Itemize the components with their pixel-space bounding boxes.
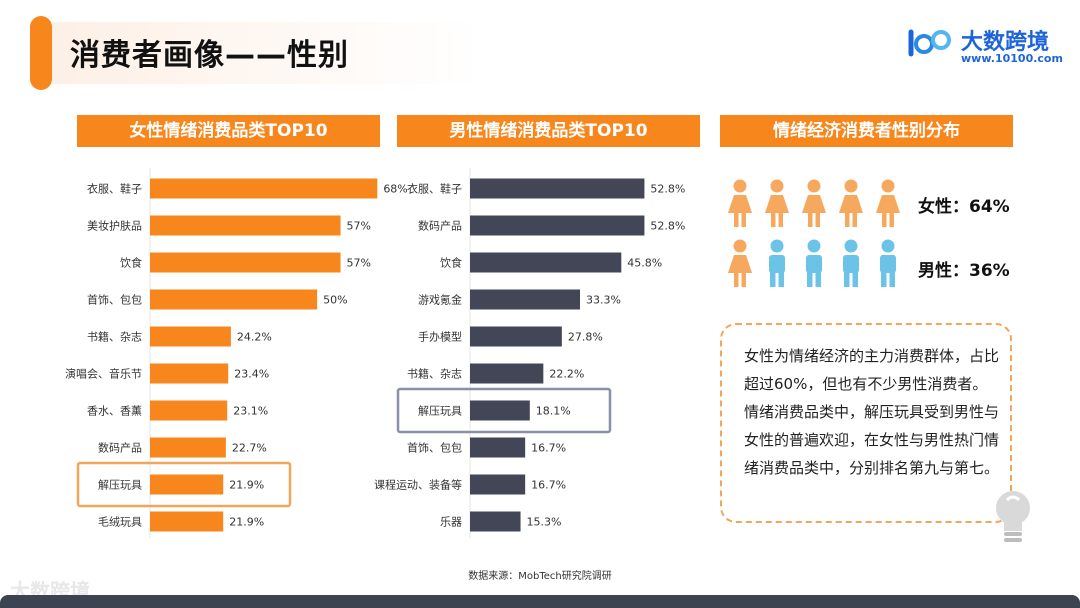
male-bar <box>470 252 622 273</box>
female-value-label: 23.1% <box>233 405 268 418</box>
male-person-icon <box>880 239 896 287</box>
male-person-icon <box>806 239 822 287</box>
footer-band <box>0 595 1080 608</box>
female-bar <box>150 178 378 199</box>
female-value-label: 57% <box>347 220 371 233</box>
male-chart-title: 男性情绪消费品类TOP10 <box>397 115 700 147</box>
male-bar <box>470 400 530 421</box>
male-value-label: 45.8% <box>627 257 662 270</box>
gender-chart-title: 情绪经济消费者性别分布 <box>720 115 1013 147</box>
female-value-label: 50% <box>323 294 347 307</box>
female-bar <box>150 400 228 421</box>
male-bar <box>470 363 544 384</box>
female-person-icon <box>876 179 900 227</box>
female-bar-chart: 衣服、鞋子 68% 美妆护肤品 57% 饮食 57% 首饰、包包 50% 书籍、杂志 24.2% 演… <box>65 168 408 538</box>
brand-url: www.10100.com <box>961 52 1063 65</box>
male-value-label: 15.3% <box>527 516 562 529</box>
female-bar <box>150 215 341 236</box>
title-band <box>52 22 482 84</box>
female-value-label: 57% <box>347 257 371 270</box>
female-category-label: 衣服、鞋子 <box>87 182 142 196</box>
female-bar <box>150 363 229 384</box>
male-value-label: 16.7% <box>531 442 566 455</box>
female-category-label: 首饰、包包 <box>87 293 142 307</box>
female-bar <box>150 289 318 310</box>
female-bar <box>150 437 226 458</box>
female-category-label: 饮食 <box>120 256 142 270</box>
female-share-label: 女性：64% <box>918 197 1010 217</box>
male-bar <box>470 215 645 236</box>
female-category-label: 毛绒玩具 <box>98 516 142 529</box>
male-bar <box>470 474 526 495</box>
female-person-icon <box>802 179 826 227</box>
male-category-label: 数码产品 <box>418 219 462 233</box>
female-person-icon <box>728 239 752 287</box>
male-bar <box>470 326 562 347</box>
male-person-icon <box>769 239 785 287</box>
male-value-label: 33.3% <box>586 294 621 307</box>
male-value-label: 27.8% <box>568 331 603 344</box>
male-bar <box>470 289 581 310</box>
male-category-label: 游戏氪金 <box>418 293 462 307</box>
insight-note: 女性为情绪经济的主力消费群体，占比超过60%，但也有不少男性消费者。情绪消费品类… <box>720 323 1012 523</box>
male-share-label: 男性：36% <box>918 261 1010 281</box>
female-category-label: 香水、香薰 <box>87 404 142 418</box>
page-title: 消费者画像——性别 <box>70 38 349 73</box>
male-category-label: 手办模型 <box>418 330 462 344</box>
female-value-label: 21.9% <box>229 479 264 492</box>
female-value-label: 68% <box>383 183 407 196</box>
male-category-label: 书籍、杂志 <box>407 367 462 381</box>
female-value-label: 21.9% <box>229 516 264 529</box>
male-category-label: 饮食 <box>440 256 462 270</box>
female-category-label: 数码产品 <box>98 441 142 455</box>
brand-logo: 大数跨境 www.10100.com <box>905 22 1065 66</box>
male-bar-chart: 衣服、鞋子 52.8% 数码产品 52.8% 饮食 45.8% 游戏氪金 33.3% 手办模型 2… <box>374 168 685 538</box>
male-value-label: 18.1% <box>536 405 571 418</box>
brand-mark-icon <box>908 29 951 57</box>
female-value-label: 24.2% <box>237 331 272 344</box>
female-person-icon <box>765 179 789 227</box>
female-category-label: 美妆护肤品 <box>87 219 142 233</box>
gender-people-grid <box>728 179 900 287</box>
male-value-label: 22.2% <box>549 368 584 381</box>
male-value-label: 52.8% <box>650 220 685 233</box>
male-value-label: 52.8% <box>650 183 685 196</box>
female-category-label: 解压玩具 <box>98 478 142 492</box>
male-value-label: 16.7% <box>531 479 566 492</box>
female-value-label: 23.4% <box>234 368 269 381</box>
brand-name: 大数跨境 <box>961 30 1050 55</box>
male-bar <box>470 437 526 458</box>
male-category-label: 课程运动、装备等 <box>374 478 462 492</box>
data-source: 数据来源：MobTech研究院调研 <box>468 571 612 582</box>
male-category-label: 乐器 <box>440 516 462 529</box>
female-chart-title: 女性情绪消费品类TOP10 <box>77 115 380 147</box>
female-bar <box>150 511 224 532</box>
male-category-label: 解压玩具 <box>418 404 462 418</box>
female-person-icon <box>728 179 752 227</box>
female-bar <box>150 326 231 347</box>
male-category-label: 衣服、鞋子 <box>407 182 462 196</box>
male-highlight-box <box>396 387 612 434</box>
lightbulb-icon <box>996 491 1030 542</box>
female-highlight-box <box>76 461 292 508</box>
female-bar <box>150 474 224 495</box>
female-person-icon <box>839 179 863 227</box>
female-category-label: 书籍、杂志 <box>87 330 142 344</box>
title-accent-bar <box>30 16 52 90</box>
female-value-label: 22.7% <box>232 442 267 455</box>
male-bar <box>470 178 645 199</box>
male-bar <box>470 511 521 532</box>
male-person-icon <box>843 239 859 287</box>
female-category-label: 演唱会、音乐节 <box>65 367 142 381</box>
female-bar <box>150 252 341 273</box>
male-category-label: 首饰、包包 <box>407 441 462 455</box>
